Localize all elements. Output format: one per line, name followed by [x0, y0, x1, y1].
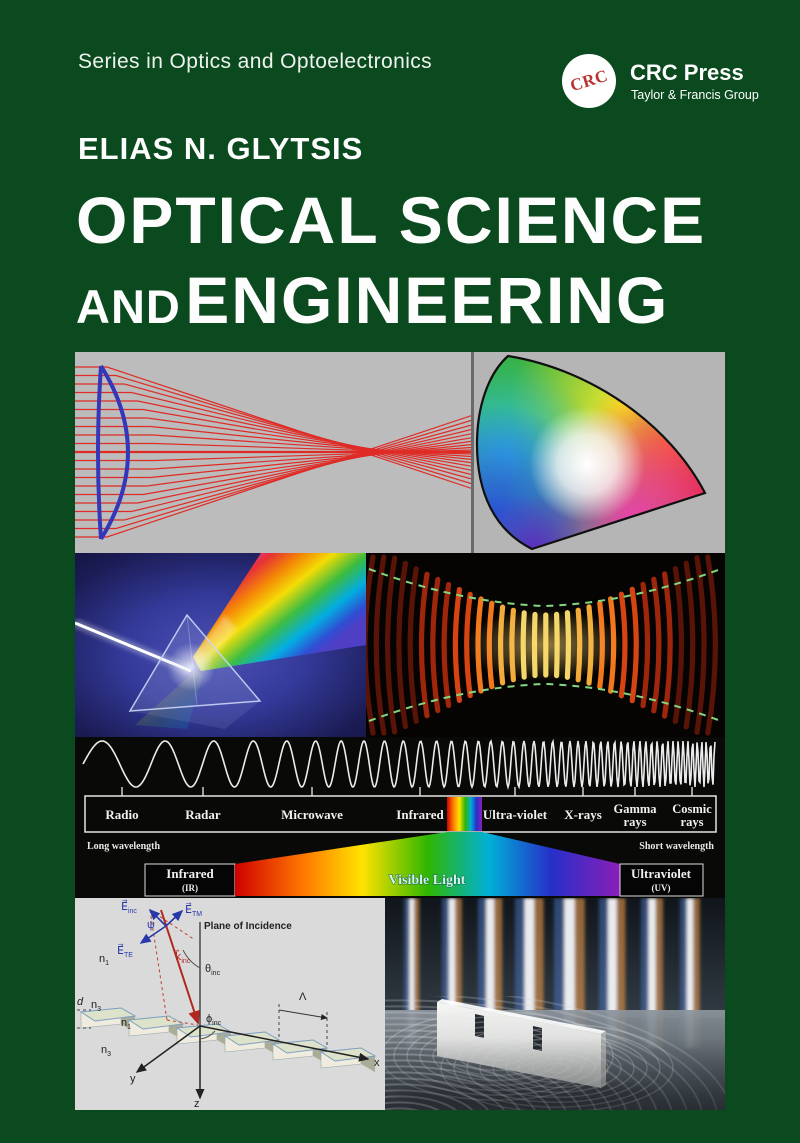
chromaticity-panel [474, 352, 725, 553]
author-name: ELIAS N. GLYTSIS [78, 131, 364, 166]
lens-curved-surface [99, 364, 130, 541]
band-microwave: Microwave [281, 807, 343, 822]
e-field-vectors [139, 908, 184, 944]
publisher-group: Taylor & Francis Group [631, 88, 759, 102]
uv-abbr: (UV) [652, 883, 671, 893]
y-axis [135, 1025, 201, 1073]
x-axis [199, 1025, 370, 1062]
band-ticks [121, 787, 693, 796]
em-spectrum-panel: Radio Radar Microwave Infrared Ultra-vio… [75, 737, 725, 898]
projection-dashes [149, 909, 199, 1026]
gaussian-beam-image [366, 554, 722, 736]
period-label: Λ [299, 991, 307, 1003]
theta-inc-label: θinc [205, 963, 221, 977]
e-inc-label: E⃗inc [121, 899, 137, 915]
band-xrays: X-rays [564, 807, 602, 822]
x-axis-label: x [374, 1057, 380, 1069]
y-axis-label: y [130, 1073, 136, 1085]
crc-press-logo: CRC CRC Press Taylor & Francis Group [562, 54, 762, 110]
light-streaks [404, 898, 700, 1048]
depth-label: d [77, 996, 84, 1008]
ir-label: Infrared [166, 866, 214, 881]
k-inc-vector [160, 909, 200, 1025]
title-line-2: AND ENGINEERING [76, 263, 670, 337]
grating-diagram-panel: Plane of Incidence E⃗inc E⃗TM E⃗TE ψ k⃗i… [75, 898, 385, 1110]
gaussian-beam-panel [366, 553, 725, 737]
period-measure [278, 1009, 328, 1020]
crc-logo-circle: CRC [562, 54, 616, 108]
prism-image [75, 553, 366, 737]
gamut-outline [475, 354, 707, 551]
chirp-wave [82, 738, 716, 791]
chromaticity-diagram [475, 354, 707, 551]
phi-inc-label: ϕinc [206, 1013, 222, 1027]
measure-dashes [77, 1004, 328, 1046]
glass-prism [128, 613, 262, 712]
double-slit-render [385, 898, 725, 1110]
n1-label: n1 [99, 953, 109, 967]
beam-envelope-bottom [368, 682, 722, 722]
band-radio: Radio [105, 807, 138, 822]
ray-diagram-panel [75, 352, 471, 553]
ray-diagram [75, 364, 471, 541]
grating-diagram: Plane of Incidence E⃗inc E⃗TM E⃗TE ψ k⃗i… [77, 899, 380, 1110]
plane-of-incidence-label: Plane of Incidence [204, 921, 292, 932]
ir-box [144, 863, 236, 897]
slit-1 [475, 1014, 484, 1038]
series-title: Series in Optics and Optoelectronics [78, 50, 433, 73]
band-label-box [84, 795, 717, 833]
band-infrared: Infrared [396, 807, 444, 822]
visible-band [235, 864, 620, 896]
band-gamma: Gamma rays [613, 802, 657, 829]
em-spectrum-diagram: Radio Radar Microwave Infrared Ultra-vio… [82, 738, 717, 897]
visible-light-label: Visible Light [389, 873, 466, 888]
z-axis-label: z [194, 1098, 200, 1110]
e-te-label: E⃗TE [117, 943, 133, 959]
panel-divider [471, 352, 474, 553]
crc-logo-text: CRC [567, 65, 610, 96]
beam-envelope-top [368, 568, 722, 608]
short-wavelength-label: Short wavelength [639, 841, 714, 852]
visible-strip [447, 797, 482, 831]
psi-label: ψ [147, 919, 155, 931]
prism-panel [75, 553, 366, 737]
uv-box [619, 863, 704, 897]
e-tm-label: E⃗TM [185, 902, 202, 918]
theta-arc [182, 949, 201, 969]
k-inc-label: k⃗inc [173, 949, 191, 965]
optics-image-collage: Radio Radar Microwave Infrared Ultra-vio… [75, 352, 725, 1110]
long-wavelength-label: Long wavelength [87, 841, 161, 852]
n1-groove-label: n1 [121, 1017, 131, 1031]
double-slit-panel [385, 898, 725, 1110]
phi-arc [199, 1030, 216, 1040]
rainbow-fan [193, 553, 366, 671]
visible-flare [235, 832, 620, 864]
band-radar: Radar [185, 807, 221, 822]
n3-label: n3 [91, 999, 101, 1013]
title-line-1: OPTICAL SCIENCE [76, 183, 707, 257]
lens-flat-surface [96, 365, 103, 540]
book-title: OPTICAL SCIENCE AND ENGINEERING [76, 180, 706, 359]
band-ultraviolet: Ultra-violet [483, 807, 548, 822]
uv-label: Ultraviolet [631, 866, 692, 881]
n3-bottom-label: n3 [101, 1044, 111, 1058]
publisher-name: CRC Press [630, 60, 744, 85]
ir-abbr: (IR) [182, 883, 198, 893]
band-cosmic: Cosmic rays [672, 802, 712, 829]
